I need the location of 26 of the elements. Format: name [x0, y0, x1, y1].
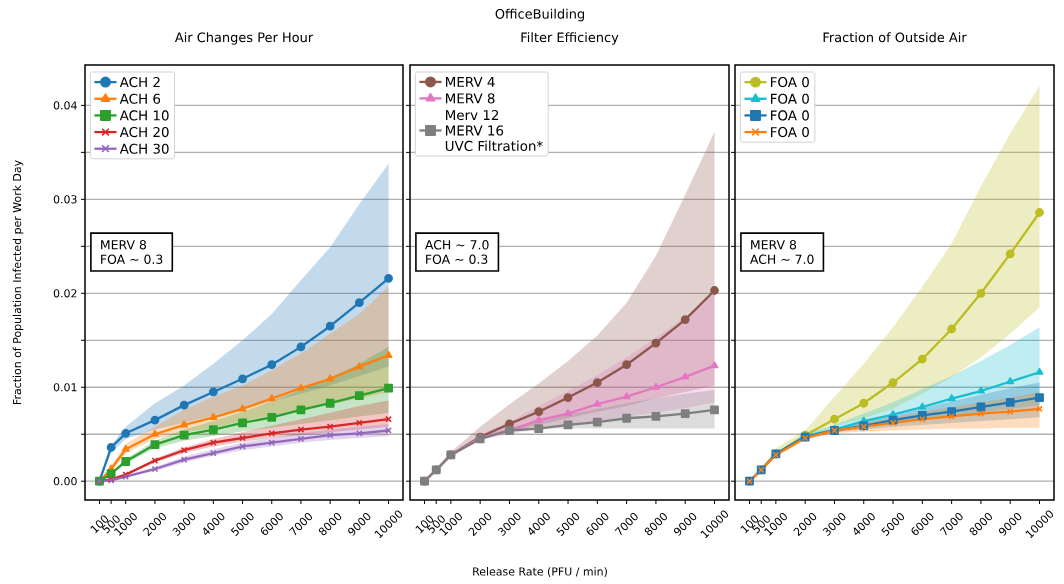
legend-label: ACH 6 [119, 93, 161, 104]
legend-label: Merv 12 MERV 16 UVC Filtration* [445, 109, 543, 152]
legend-label: FOA 0 [771, 110, 809, 121]
y-axis-title: Fraction of Population Infected per Work Day [12, 160, 24, 405]
chart-title: Filter Efficiency [521, 32, 619, 45]
y-tick-label: 0.04 [53, 101, 77, 110]
legend-label: FOA 0 [771, 93, 809, 104]
legend-label: FOA 0 [771, 77, 809, 88]
annotation: MERV 8 ACH ~ 7.0 [750, 240, 814, 264]
y-tick-label: 0.00 [53, 477, 77, 486]
annotation: MERV 8 FOA ~ 0.3 [101, 240, 163, 264]
legend-label: ACH 30 [119, 143, 169, 154]
x-axis-title: Release Rate (PFU / min) [473, 567, 607, 577]
annotation: ACH ~ 7.0 FOA ~ 0.3 [425, 240, 489, 264]
legend-label: MERV 8 [446, 93, 495, 104]
y-tick-label: 0.03 [53, 195, 77, 204]
y-tick-label: 0.01 [53, 383, 77, 392]
legend-label: ACH 10 [119, 110, 169, 121]
legend-label: ACH 20 [119, 126, 169, 138]
legend-label: MERV 4 [446, 77, 495, 87]
legend-label: FOA 0 [771, 126, 809, 138]
chart-title: Fraction of Outside Air [823, 32, 967, 43]
text: OfficeBuilding [495, 8, 585, 22]
legend-label: ACH 2 [119, 77, 160, 88]
y-tick-label: 0.02 [53, 289, 77, 298]
chart-title: Air Changes Per Hour [174, 32, 314, 45]
